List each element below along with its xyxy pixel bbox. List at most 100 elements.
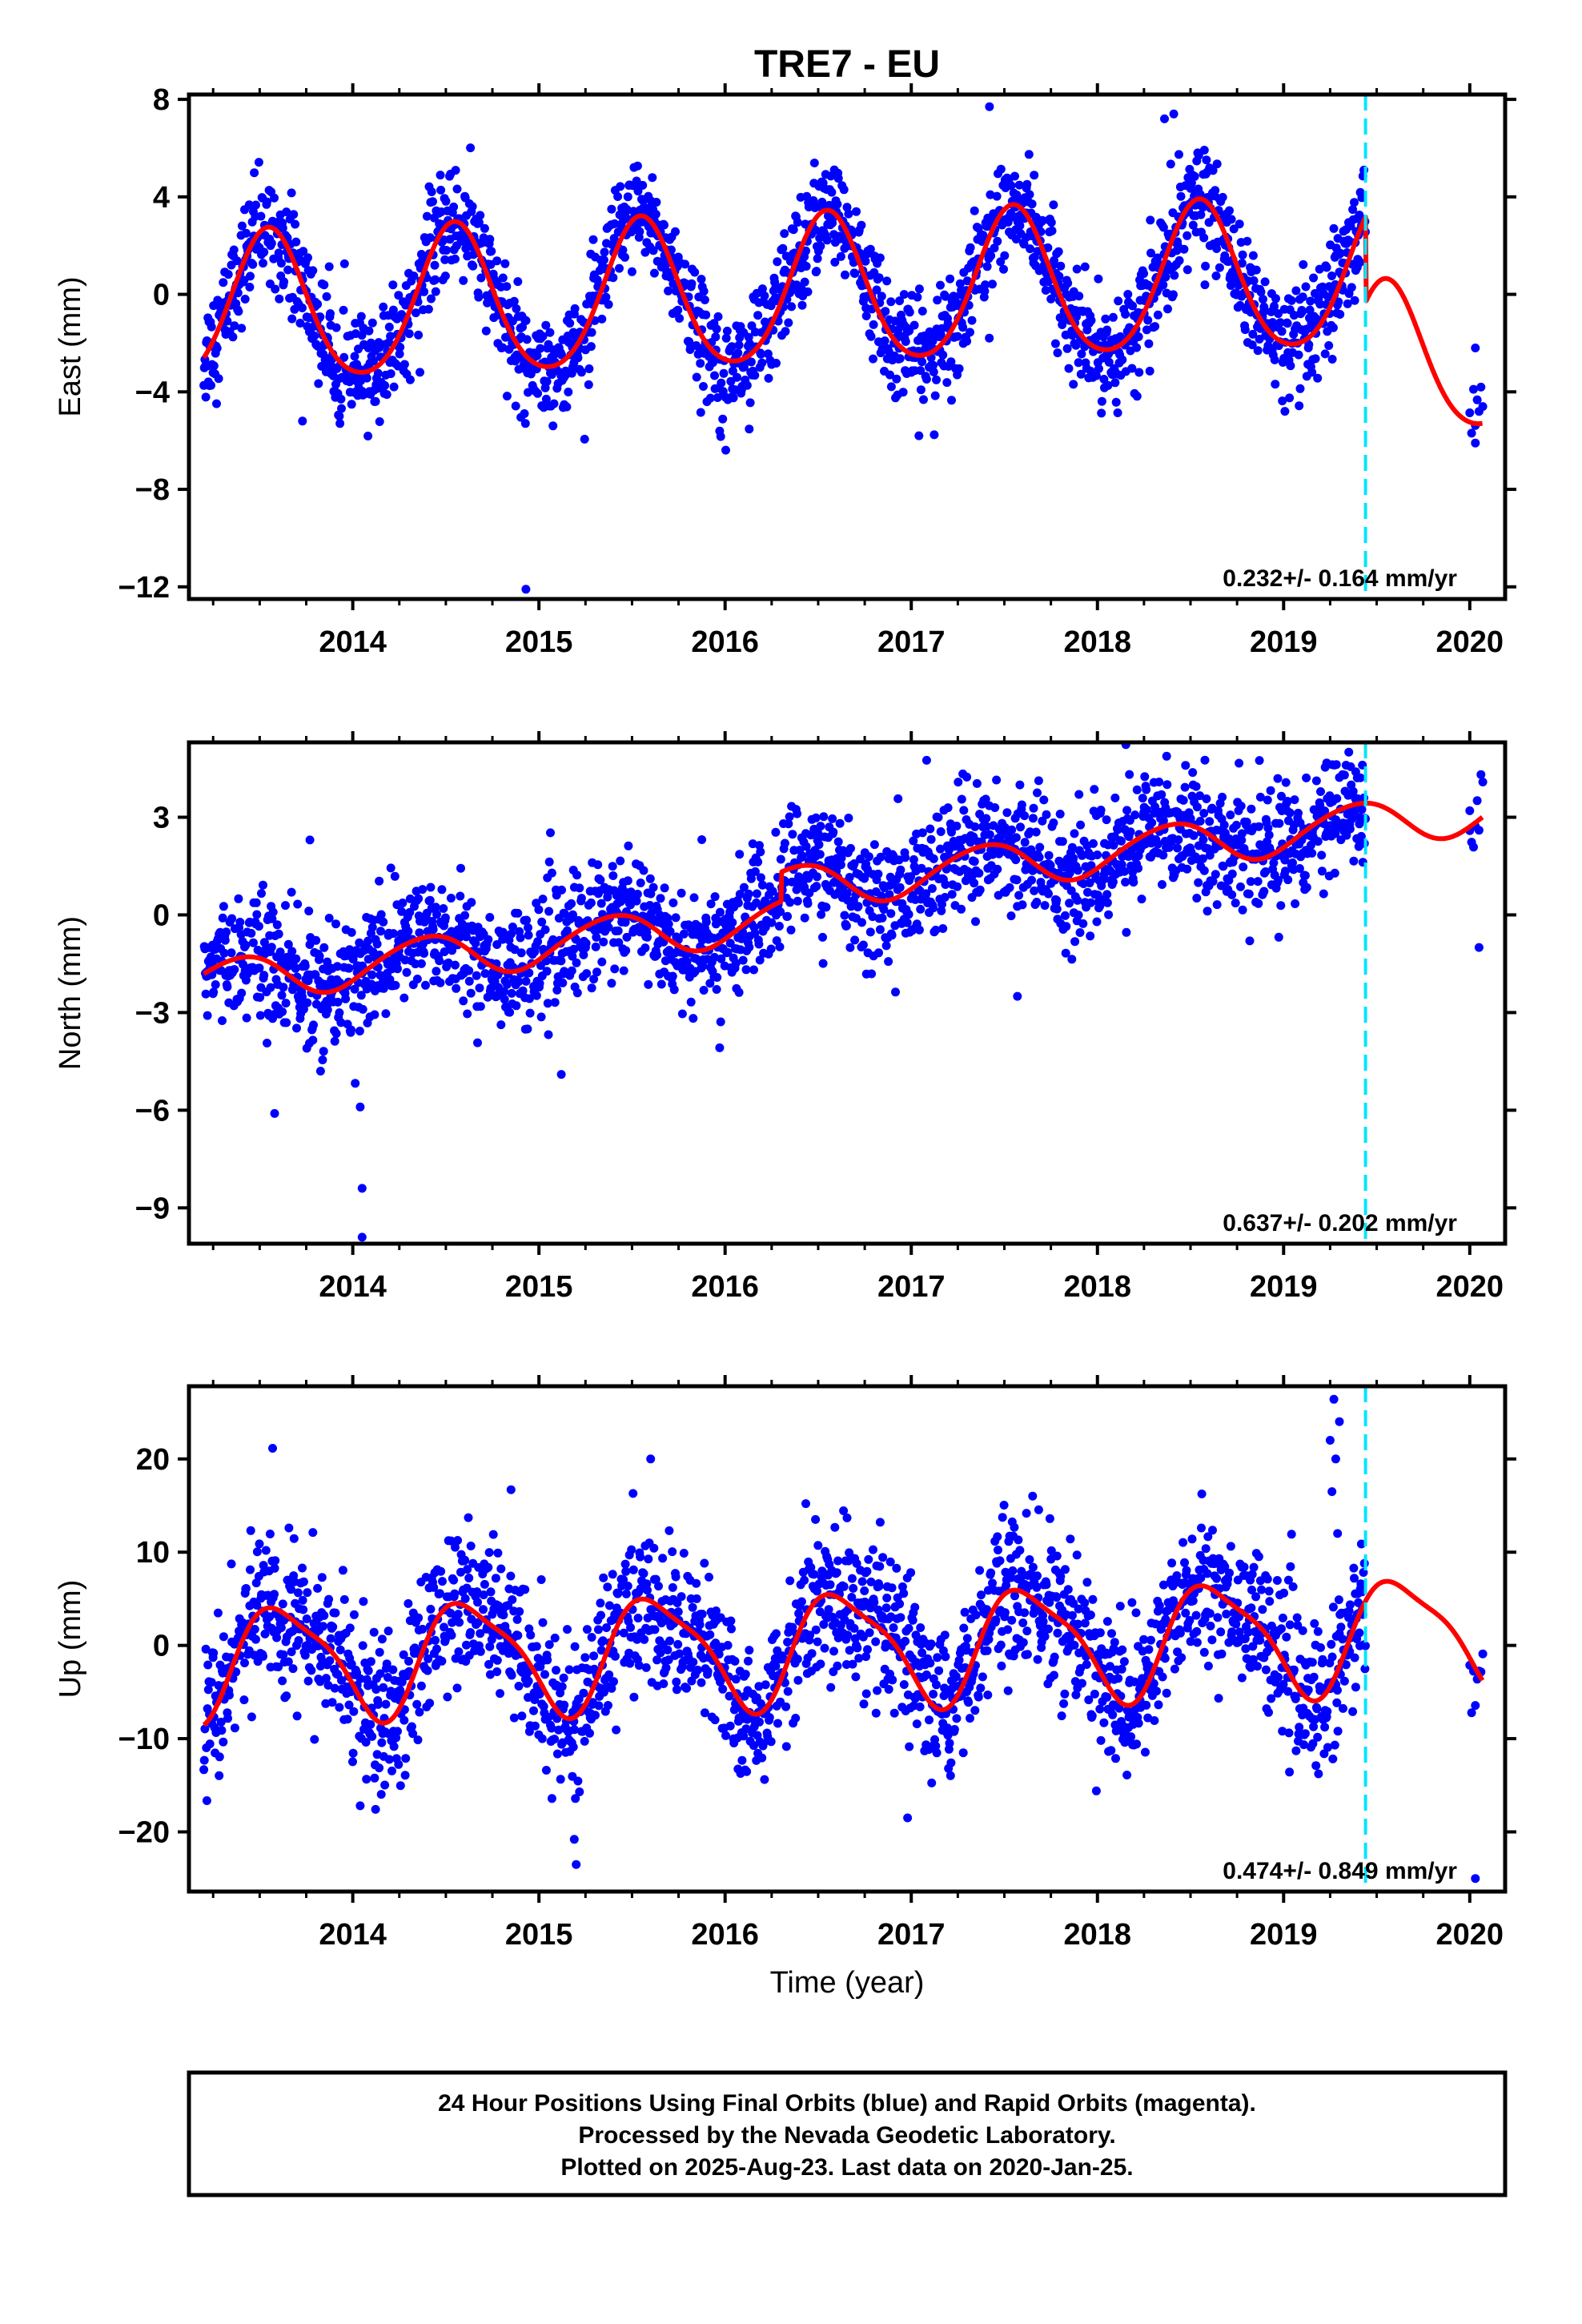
east-data-point <box>371 396 380 406</box>
east-data-point <box>339 305 348 315</box>
east-data-point <box>985 333 994 343</box>
east-data-point <box>386 369 396 379</box>
up-data-point <box>376 1790 386 1799</box>
north-data-point <box>523 1024 532 1034</box>
up-data-point <box>591 1711 600 1720</box>
east-frame <box>187 92 1508 601</box>
up-data-point <box>279 1650 288 1659</box>
north-data-point <box>767 918 777 927</box>
east-data-point <box>337 404 346 413</box>
north-data-point <box>400 993 409 1003</box>
north-data-point <box>664 919 673 929</box>
up-data-point <box>547 1794 556 1803</box>
up-data-point <box>564 1665 574 1675</box>
east-data-point <box>699 382 708 391</box>
east-data-point <box>1063 279 1073 288</box>
north-data-point <box>1199 866 1209 875</box>
up-data-point <box>473 1598 482 1607</box>
east-data-point <box>384 322 394 332</box>
north-data-point <box>266 983 275 992</box>
up-data-point <box>308 1528 318 1538</box>
north-data-point <box>1011 855 1021 865</box>
east-data-point <box>1094 364 1103 373</box>
east-data-point <box>1046 218 1056 227</box>
north-data-point <box>776 854 785 864</box>
north-data-point <box>754 939 764 949</box>
north-data-point <box>698 961 708 971</box>
north-data-point <box>1254 899 1263 908</box>
north-data-point <box>426 883 436 892</box>
north-data-point <box>917 828 927 838</box>
north-data-point <box>776 907 785 916</box>
east-data-point <box>842 203 852 212</box>
north-data-point <box>755 955 765 965</box>
east-data-point <box>389 382 399 392</box>
north-data-point <box>344 963 354 973</box>
east-data-point <box>1000 251 1010 260</box>
north-data-point <box>669 898 678 907</box>
north-data-point <box>405 907 415 917</box>
north-data-point <box>1198 854 1207 863</box>
north-data-point <box>432 910 441 919</box>
east-data-point <box>1253 346 1263 356</box>
north-data-point <box>1044 850 1054 860</box>
east-data-point <box>424 304 433 314</box>
up-data-point <box>453 1610 463 1619</box>
north-data-point <box>845 873 854 882</box>
north-data-point <box>257 889 266 899</box>
east-data-point <box>241 228 251 238</box>
east-data-point <box>1347 283 1356 292</box>
east-data-point <box>248 259 258 269</box>
east-data-point <box>324 262 334 271</box>
east-data-point <box>1091 371 1101 380</box>
north-data-point <box>607 979 616 988</box>
east-data-point <box>237 221 247 231</box>
east-data-point <box>1047 226 1057 235</box>
east-data-point <box>1467 428 1476 438</box>
north-data-point <box>981 794 990 804</box>
north-data-point <box>255 993 265 1002</box>
east-data-point <box>1158 223 1168 232</box>
up-data-point <box>486 1587 496 1597</box>
north-data-point <box>1089 838 1098 848</box>
east-data-point <box>709 358 718 368</box>
east-data-point <box>1044 277 1053 287</box>
north-data-point <box>357 1232 367 1242</box>
east-data-point <box>872 285 881 295</box>
east-data-point <box>982 262 992 271</box>
east-data-point <box>985 102 994 111</box>
east-data-point <box>1010 171 1019 181</box>
up-data-point <box>383 1626 393 1636</box>
east-data-point <box>1304 340 1314 349</box>
east-data-point <box>322 292 331 301</box>
north-data-point <box>227 948 236 958</box>
north-data-point <box>1465 806 1475 815</box>
north-data-point <box>508 923 517 931</box>
north-data-point <box>1086 861 1096 870</box>
north-data-point <box>1117 860 1126 870</box>
east-data-point <box>313 300 323 309</box>
up-data-point <box>328 1622 338 1631</box>
north-data-point <box>811 813 821 822</box>
north-data-point <box>569 944 579 954</box>
up-data-point <box>418 1624 428 1634</box>
north-data-point <box>466 988 476 998</box>
up-data-point <box>580 1653 590 1663</box>
east-data-point <box>697 275 706 284</box>
east-data-point <box>890 316 900 326</box>
up-data-point <box>559 1673 568 1683</box>
east-data-point <box>793 218 802 227</box>
north-data-point <box>1062 922 1071 931</box>
north-frame <box>187 740 1508 1246</box>
north-data-point <box>1035 842 1045 852</box>
east-data-point <box>308 266 318 275</box>
up-data-point <box>499 1610 508 1620</box>
north-data-point <box>550 998 560 1007</box>
east-data-point <box>536 344 545 353</box>
north-data-point <box>813 829 823 838</box>
north-data-point <box>941 880 950 889</box>
north-data-point <box>952 822 962 830</box>
east-data-point <box>1158 280 1168 290</box>
east-data-point <box>886 297 896 307</box>
